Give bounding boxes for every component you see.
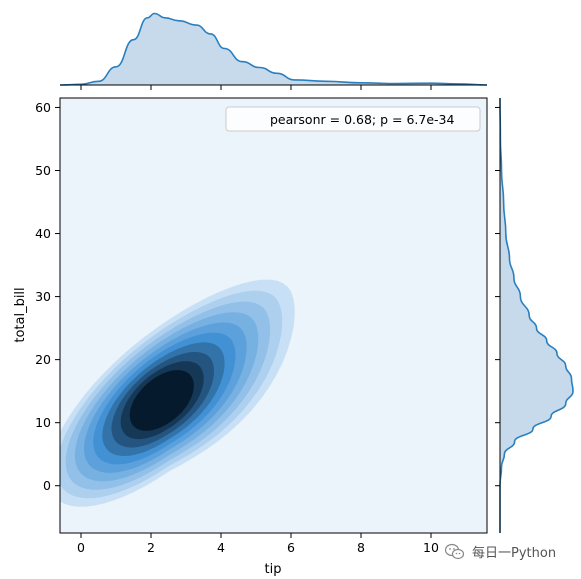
y-tick-label: 0	[43, 478, 51, 493]
legend-box	[225, 106, 481, 132]
x-tick-label: 4	[217, 540, 225, 555]
x-axis: 0 2 4 6 8 10	[77, 533, 439, 555]
y-tick-label: 40	[35, 226, 51, 241]
y-tick-label: 20	[35, 352, 51, 367]
marginal-y-ticks	[495, 106, 500, 487]
joint-plot-frame	[59, 97, 488, 534]
watermark: 每日一Python	[444, 543, 556, 561]
joint-panel: 0 2 4 6 8 10 0 10 20 30 40 50 60 tip total_bill pea…	[13, 97, 488, 577]
y-tick-label: 50	[35, 163, 51, 178]
legend: pearsonr = 0.68; p = 6.7e-34	[225, 106, 481, 132]
marginal-x-panel	[59, 12, 488, 90]
x-tick-label: 6	[287, 540, 295, 555]
x-tick-label: 8	[357, 540, 365, 555]
y-axis: 0 10 20 30 40 50 60	[35, 100, 60, 493]
x-tick-label: 10	[423, 540, 439, 555]
y-axis-label: total_bill	[13, 287, 28, 342]
marginal-y-panel	[495, 97, 574, 534]
x-tick-label: 0	[77, 540, 85, 555]
kde-contours	[60, 279, 295, 507]
watermark-text: 每日一Python	[472, 545, 556, 561]
marginal-x-density-line	[59, 12, 488, 86]
wechat-icon	[444, 543, 465, 560]
marginal-x-density-area	[60, 13, 487, 85]
y-tick-label: 60	[35, 100, 51, 115]
x-axis-label: tip	[265, 562, 282, 577]
y-tick-label: 10	[35, 415, 51, 430]
legend-entry: pearsonr = 0.68; p = 6.7e-34	[270, 112, 454, 127]
y-tick-label: 30	[35, 289, 51, 304]
marginal-y-density-area	[500, 98, 573, 533]
marginal-y-density-line	[499, 97, 574, 534]
marginal-x-ticks	[80, 85, 432, 90]
x-tick-label: 2	[147, 540, 155, 555]
kde-contour-level	[129, 370, 194, 431]
